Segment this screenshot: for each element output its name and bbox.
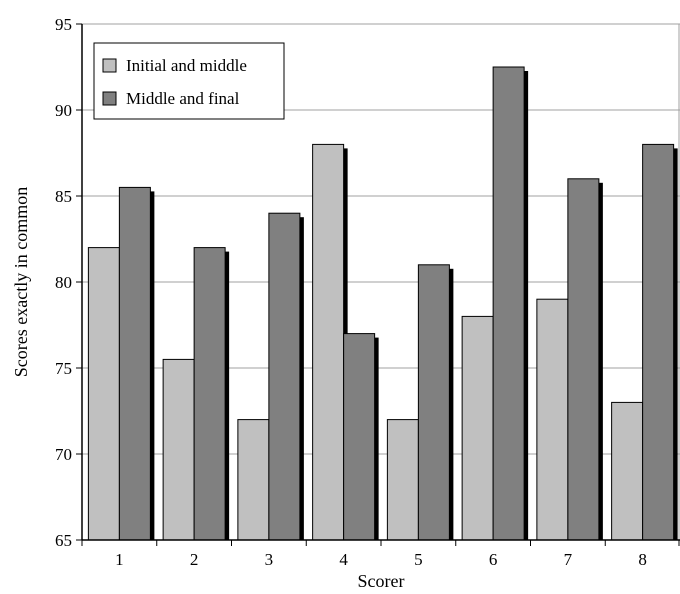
y-tick-label: 80 xyxy=(55,273,72,292)
bar-initial-and-middle-5 xyxy=(386,419,419,541)
x-tick-label: 3 xyxy=(265,550,274,569)
bar-initial-and-middle-6 xyxy=(461,315,494,541)
bar-middle-and-final-2 xyxy=(193,247,226,541)
x-tick-label: 6 xyxy=(489,550,498,569)
x-tick-label: 1 xyxy=(115,550,124,569)
bar-middle-and-final-5 xyxy=(417,264,450,541)
bar-initial-and-middle-4 xyxy=(312,143,345,541)
legend: Initial and middle Middle and final xyxy=(93,42,285,120)
y-tick-label: 95 xyxy=(55,15,72,34)
legend-box xyxy=(93,42,285,120)
y-tick-label: 75 xyxy=(55,359,72,378)
bar-initial-and-middle-3 xyxy=(237,419,270,541)
bar-initial-and-middle-7 xyxy=(536,298,569,541)
x-tick-label: 7 xyxy=(564,550,573,569)
axes xyxy=(76,23,680,546)
y-tick-label: 65 xyxy=(55,531,72,550)
legend-swatch-initial-and-middle xyxy=(102,58,117,73)
bar-middle-and-final-7 xyxy=(567,178,600,541)
bar-initial-and-middle-1 xyxy=(87,247,120,541)
y-tick-label: 85 xyxy=(55,187,72,206)
bar-initial-and-middle-2 xyxy=(162,358,195,541)
y-axis-label: Scores exactly in common xyxy=(11,187,31,377)
bar-middle-and-final-4 xyxy=(343,333,376,541)
bar-middle-and-final-8 xyxy=(642,143,675,541)
bars xyxy=(87,66,678,541)
bar-initial-and-middle-8 xyxy=(611,401,644,541)
tick-labels: 65 70 75 80 85 90 95 1 2 3 4 5 6 7 8 xyxy=(55,15,647,569)
x-axis-label: Scorer xyxy=(358,571,405,591)
legend-swatch-middle-and-final xyxy=(102,91,117,106)
x-tick-label: 4 xyxy=(339,550,348,569)
bar-middle-and-final-3 xyxy=(268,212,301,541)
y-tick-label: 90 xyxy=(55,101,72,120)
x-tick-label: 8 xyxy=(638,550,647,569)
bar-middle-and-final-6 xyxy=(492,66,525,541)
bar-middle-and-final-1 xyxy=(118,186,151,541)
x-tick-label: 5 xyxy=(414,550,423,569)
legend-label-middle-and-final: Middle and final xyxy=(126,89,240,108)
legend-label-initial-and-middle: Initial and middle xyxy=(126,56,247,75)
y-tick-label: 70 xyxy=(55,445,72,464)
x-tick-label: 2 xyxy=(190,550,199,569)
